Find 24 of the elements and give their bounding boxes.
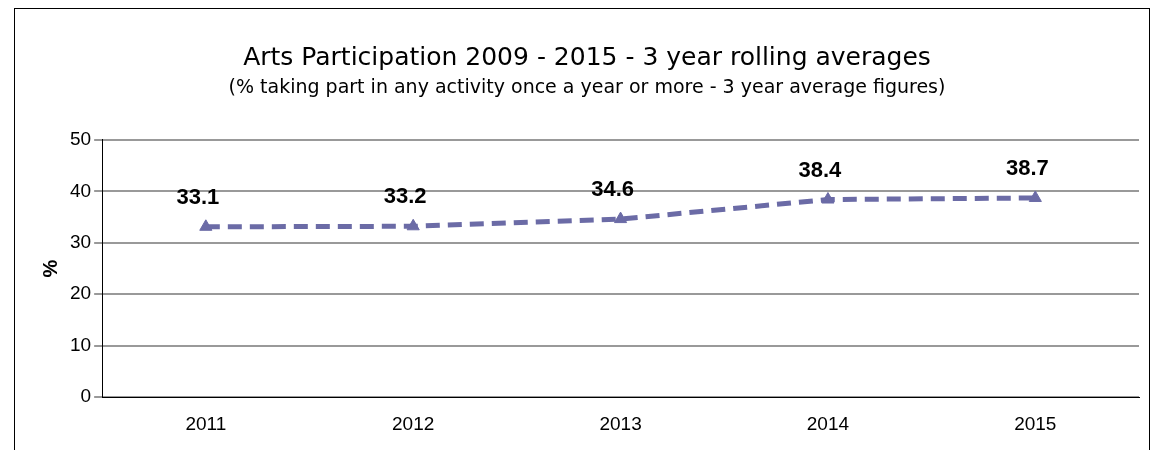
y-tick-label: 0 <box>80 385 92 407</box>
x-tick-label: 2013 <box>599 412 642 434</box>
chart-title: Arts Participation 2009 - 2015 - 3 year rolling averages <box>243 41 931 71</box>
y-tick-label: 10 <box>69 333 92 355</box>
y-tick-label: 30 <box>69 230 92 252</box>
data-label: 33.1 <box>176 183 220 209</box>
chart-subtitle: (% taking part in any activity once a year or more - 3 year average figures) <box>228 75 946 98</box>
point <box>1028 190 1042 202</box>
point <box>821 192 835 204</box>
x-tick-label: 2012 <box>392 412 435 434</box>
y-axis-title: % <box>38 259 61 278</box>
y-tick-label: 20 <box>69 282 92 304</box>
y-tick-label: 50 <box>69 128 92 150</box>
data-label: 38.7 <box>1005 155 1049 181</box>
x-tick-label: 2011 <box>185 412 227 434</box>
point <box>406 218 420 231</box>
x-tick-label: 2014 <box>806 412 850 434</box>
point <box>614 211 628 224</box>
data-label: 38.4 <box>798 156 843 182</box>
y-tick-label: 40 <box>69 179 92 201</box>
point <box>199 219 213 231</box>
data-label: 34.6 <box>591 176 634 202</box>
x-tick-label: 2015 <box>1014 412 1057 434</box>
data-label: 33.2 <box>383 183 427 209</box>
